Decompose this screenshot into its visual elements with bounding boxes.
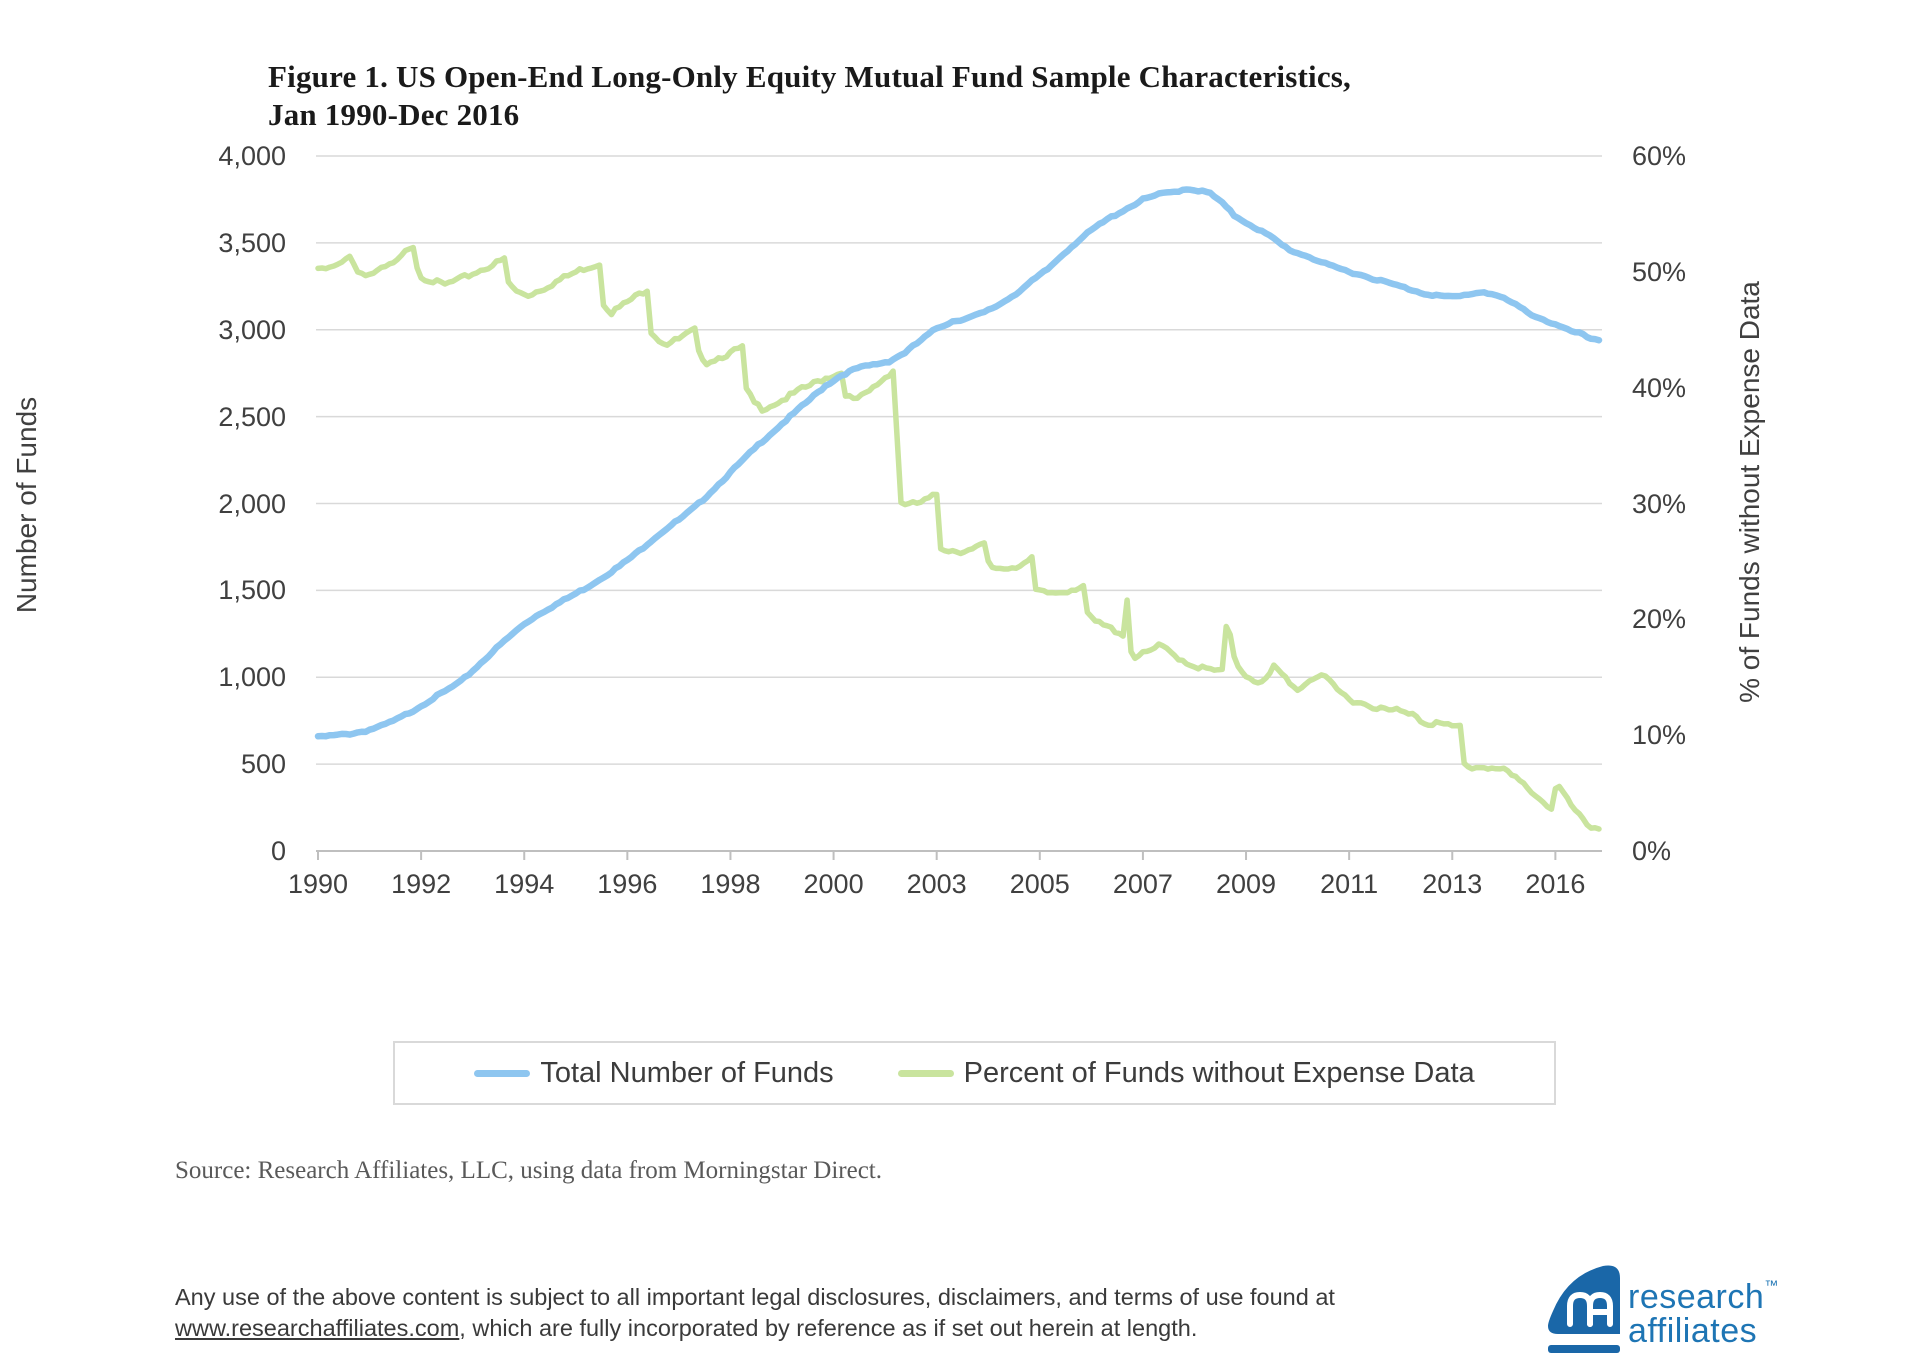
legend-item-percent-no-expense: Percent of Funds without Expense Data: [897, 1056, 1475, 1090]
right-tick-30pct: 30%: [1632, 488, 1687, 519]
legend-label-total-funds: Total Number of Funds: [540, 1056, 834, 1089]
left-axis-title: Number of Funds: [11, 396, 42, 614]
legend-label-percent-no-expense: Percent of Funds without Expense Data: [963, 1056, 1475, 1089]
legend: Total Number of Funds Percent of Funds w…: [393, 1041, 1556, 1105]
logo-fin-mark: [1548, 1265, 1620, 1334]
x-tick-1994: 1994: [494, 869, 555, 899]
series-line-green: [315, 244, 1602, 832]
chart-title-line1: Figure 1. US Open-End Long-Only Equity M…: [268, 59, 1351, 94]
x-tick-2005: 2005: [1009, 869, 1070, 899]
x-tick-2009: 2009: [1215, 869, 1277, 899]
x-tick-2013: 2013: [1422, 869, 1483, 899]
blue-line-swatch: [474, 1069, 531, 1077]
x-tick-1998: 1998: [700, 869, 761, 899]
x-tick-2007: 2007: [1112, 869, 1173, 899]
series-line-blue: [314, 186, 1603, 740]
left-tick-3500: 3,500: [218, 227, 286, 258]
logo-word-research: research: [1628, 1278, 1765, 1316]
left-tick-1500: 1,500: [218, 575, 286, 606]
x-tick-2003: 2003: [906, 869, 967, 899]
source-note: Source: Research Affiliates, LLC, using …: [175, 1157, 882, 1184]
x-tick-1990: 1990: [287, 869, 349, 899]
chart-series-lines: [314, 186, 1603, 832]
x-tick-1992: 1992: [391, 869, 452, 899]
right-axis-title: % of Funds without Expense Data: [1734, 281, 1765, 703]
legend-item-total-funds: Total Number of Funds: [474, 1056, 834, 1090]
gridlines: [316, 155, 1602, 852]
footer-link[interactable]: www.researchaffiliates.com: [175, 1315, 460, 1341]
research-affiliates-logo: [1548, 1265, 1620, 1353]
left-tick-4000: 4,000: [218, 141, 286, 171]
right-tick-20pct: 20%: [1632, 604, 1687, 635]
x-tick-2000: 2000: [803, 869, 864, 899]
footer-line1: Any use of the above content is subject …: [175, 1284, 1335, 1310]
right-tick-60pct: 60%: [1632, 141, 1687, 171]
left-tick-3000: 3,000: [218, 314, 286, 345]
x-axis-line: [317, 851, 1557, 860]
left-tick-2000: 2,000: [218, 488, 286, 519]
right-tick-40pct: 40%: [1632, 372, 1687, 403]
right-tick-50pct: 50%: [1632, 256, 1687, 287]
x-tick-2011: 2011: [1320, 869, 1379, 899]
logo-word-affiliates: affiliates: [1628, 1312, 1758, 1350]
x-tick-1996: 1996: [597, 869, 658, 899]
chart-title: Figure 1. US Open-End Long-Only Equity M…: [268, 58, 1528, 134]
logo-trademark: ™: [1764, 1277, 1779, 1293]
right-tick-10pct: 10%: [1632, 720, 1687, 751]
green-line-swatch: [897, 1069, 954, 1077]
legal-footer: Any use of the above content is subject …: [175, 1282, 1355, 1344]
left-tick-2500: 2,500: [218, 401, 286, 432]
logo-ra-monogram: [1567, 1291, 1613, 1327]
right-tick-0pct: 0%: [1632, 836, 1672, 866]
left-tick-0: 0: [270, 836, 286, 866]
left-tick-500: 500: [240, 749, 286, 780]
logo-wordmark: research™ affiliates: [1628, 1268, 1778, 1348]
left-tick-1000: 1,000: [218, 662, 286, 693]
footer-line2: , which are fully incorporated by refere…: [459, 1315, 1198, 1341]
chart-title-line2: Jan 1990-Dec 2016: [268, 97, 520, 132]
logo-bar: [1548, 1345, 1620, 1353]
x-tick-2016: 2016: [1525, 869, 1586, 899]
